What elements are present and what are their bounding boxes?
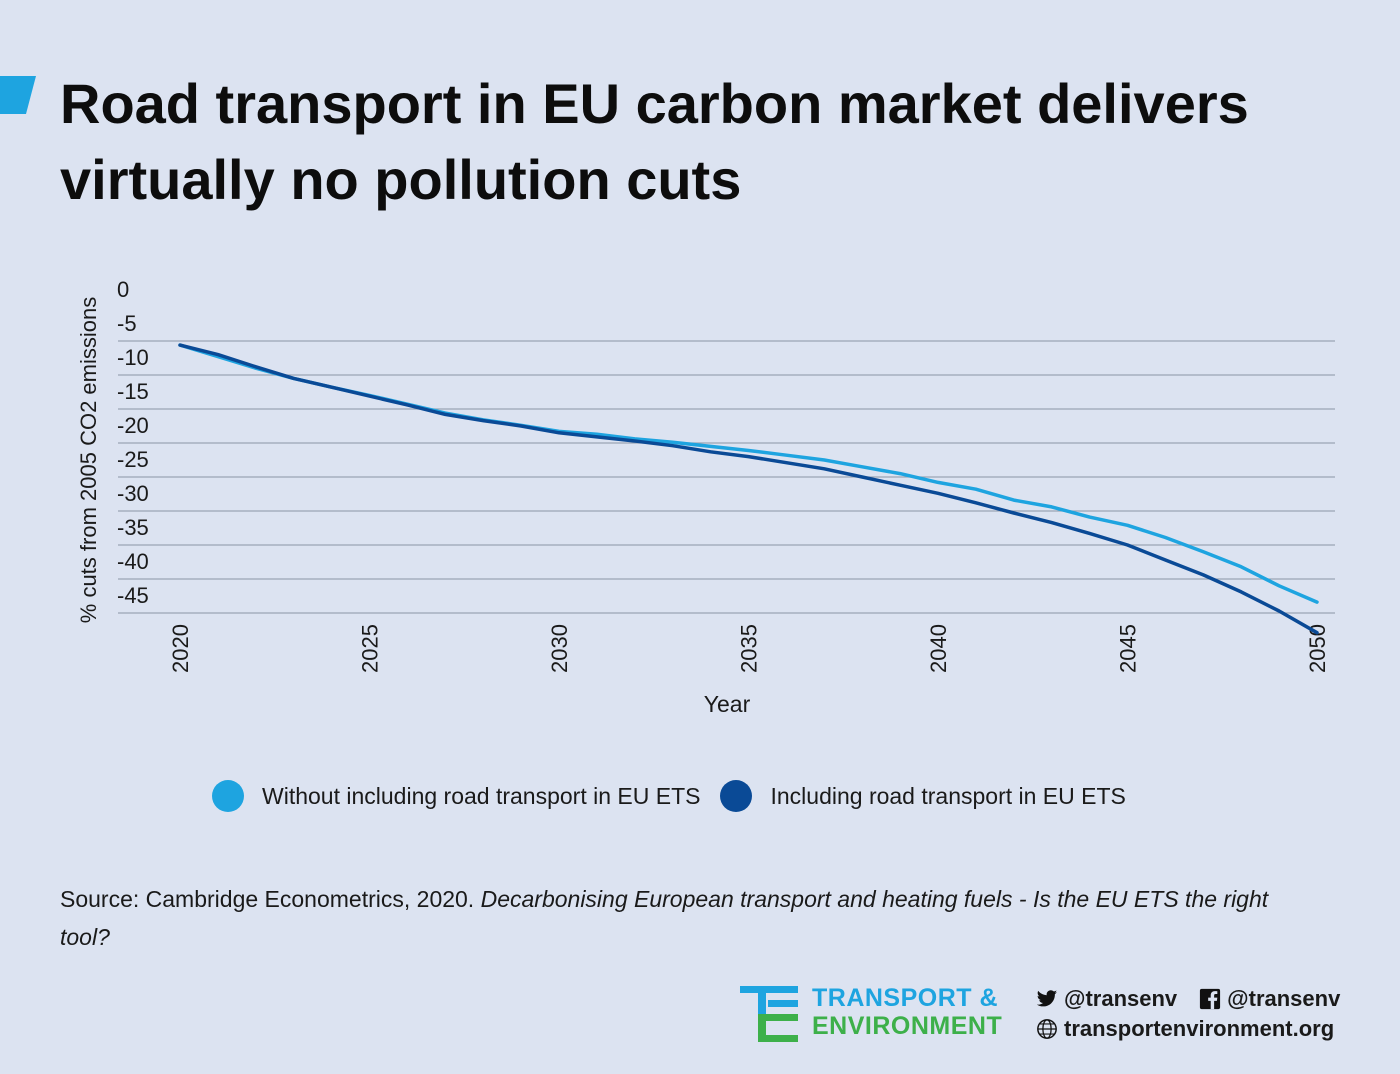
source-note: Source: Cambridge Econometrics, 2020. De… [60,880,1320,956]
y-tick-label: -35 [117,515,149,540]
globe-icon [1037,1019,1057,1039]
x-axis-ticks: 2020 2025 2030 2035 2040 2045 2050 [168,624,1330,673]
accent-tab-icon [0,76,36,114]
legend-label: Including road transport in EU ETS [770,782,1126,809]
legend-label: Without including road transport in EU E… [262,782,701,809]
y-tick-label: -5 [117,311,137,336]
logo-line-1: TRANSPORT & [812,984,999,1012]
legend-swatch-dark-blue [720,780,753,812]
footer: TRANSPORT & ENVIRONMENT @transenv @trans… [740,984,1360,1044]
y-tick-label: -15 [117,379,149,404]
source-title: Decarbonising European transport and hea… [60,886,1269,950]
legend-item-with-ets: Including road transport in EU ETS [720,780,1126,812]
te-logo-icon [740,986,798,1042]
x-tick-label: 2040 [926,624,951,673]
chart-grid [118,340,1335,614]
social-links: @transenv @transenv transportenvironment… [1036,984,1340,1044]
source-prefix: Source: Cambridge Econometrics, 2020. [60,886,481,912]
y-tick-label: -30 [117,481,149,506]
twitter-icon[interactable] [1036,988,1058,1010]
y-axis-ticks: 0 -5 -10 -15 -20 -25 -30 -35 -40 -45 [117,277,149,608]
chart-legend: Without including road transport in EU E… [212,780,1146,812]
x-axis-label: Year [704,691,751,717]
y-axis-label: % cuts from 2005 CO2 emissions [76,297,101,623]
facebook-icon[interactable] [1199,988,1221,1010]
website-link[interactable]: transportenvironment.org [1064,1016,1335,1041]
te-logo-wordmark: TRANSPORT & ENVIRONMENT [812,984,1002,1040]
series-line-without-ets [178,343,1319,604]
x-tick-label: 2020 [168,624,193,673]
twitter-handle[interactable]: @transenv [1064,986,1178,1011]
legend-swatch-light-blue [212,780,244,812]
chart-series [178,343,1319,635]
x-tick-label: 2045 [1116,624,1141,673]
legend-item-without-ets: Without including road transport in EU E… [212,780,700,812]
x-tick-label: 2025 [358,624,383,673]
y-tick-label: 0 [117,277,129,302]
page-title: Road transport in EU carbon market deliv… [60,72,1249,211]
x-tick-label: 2030 [547,624,572,673]
series-line-with-ets [178,343,1319,635]
logo-line-2: ENVIRONMENT [812,1012,1003,1040]
facebook-handle[interactable]: @transenv [1227,986,1341,1011]
x-tick-label: 2035 [737,624,762,673]
y-tick-label: -10 [117,345,149,370]
y-tick-label: -20 [117,413,149,438]
y-tick-label: -40 [117,549,149,574]
line-chart: 0 -5 -10 -15 -20 -25 -30 -35 -40 -45 2020 2025 2030… [76,277,1335,717]
y-tick-label: -25 [117,447,149,472]
y-tick-label: -45 [117,583,149,608]
